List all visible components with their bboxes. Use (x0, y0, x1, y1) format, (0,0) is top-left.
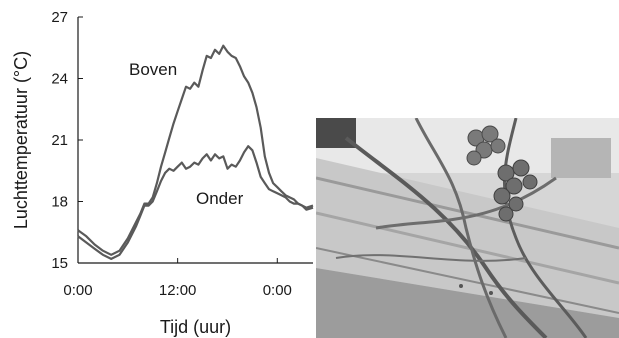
photo-plant-stem (502, 118, 588, 338)
photo-plant-stem (414, 118, 508, 338)
y-tick-label: 24 (51, 71, 68, 88)
x-tick-label: 0:00 (263, 282, 292, 299)
series-label-boven: Boven (129, 60, 177, 79)
photo-pipe-hole (489, 291, 493, 295)
series-line-onder (77, 145, 314, 260)
photo-tomato-cluster-bottom (493, 159, 538, 222)
y-tick-label: 18 (51, 194, 68, 211)
photo-floor (316, 268, 619, 338)
y-tick-label: 15 (51, 255, 68, 272)
greenhouse-photo-drawing (316, 118, 619, 338)
photo-pipe-ridge-2 (316, 211, 619, 285)
photo-equipment (551, 138, 611, 178)
photo-pipe-hole (459, 284, 463, 288)
photo-plant-stem (335, 254, 527, 262)
y-tick-label: 27 (51, 9, 68, 26)
x-tick-label: 12:00 (159, 282, 197, 299)
photo-pipe-edge (316, 247, 619, 314)
series-label-onder: Onder (196, 189, 244, 208)
x-axis-title: Tijd (uur) (160, 317, 231, 337)
y-tick-label: 21 (51, 132, 68, 149)
photo-plant-stem (344, 136, 548, 338)
photo-tomato-cluster-top (466, 125, 506, 166)
photo-pipe-ridge (316, 176, 619, 250)
photo-plant-stem (375, 176, 557, 230)
chart-series (77, 44, 314, 260)
y-axis-title: Luchttemperatuur (°C) (11, 51, 31, 229)
chart-ticks: 15 18 21 24 27 0:00 12:00 0:00 (51, 9, 292, 299)
chart-labels: Boven Onder Tijd (uur) Luchttemperatuur (°C… (11, 51, 244, 337)
chart-axes (77, 17, 313, 264)
greenhouse-photo (316, 118, 619, 338)
x-tick-label: 0:00 (63, 282, 92, 299)
series-line-boven (77, 44, 314, 256)
